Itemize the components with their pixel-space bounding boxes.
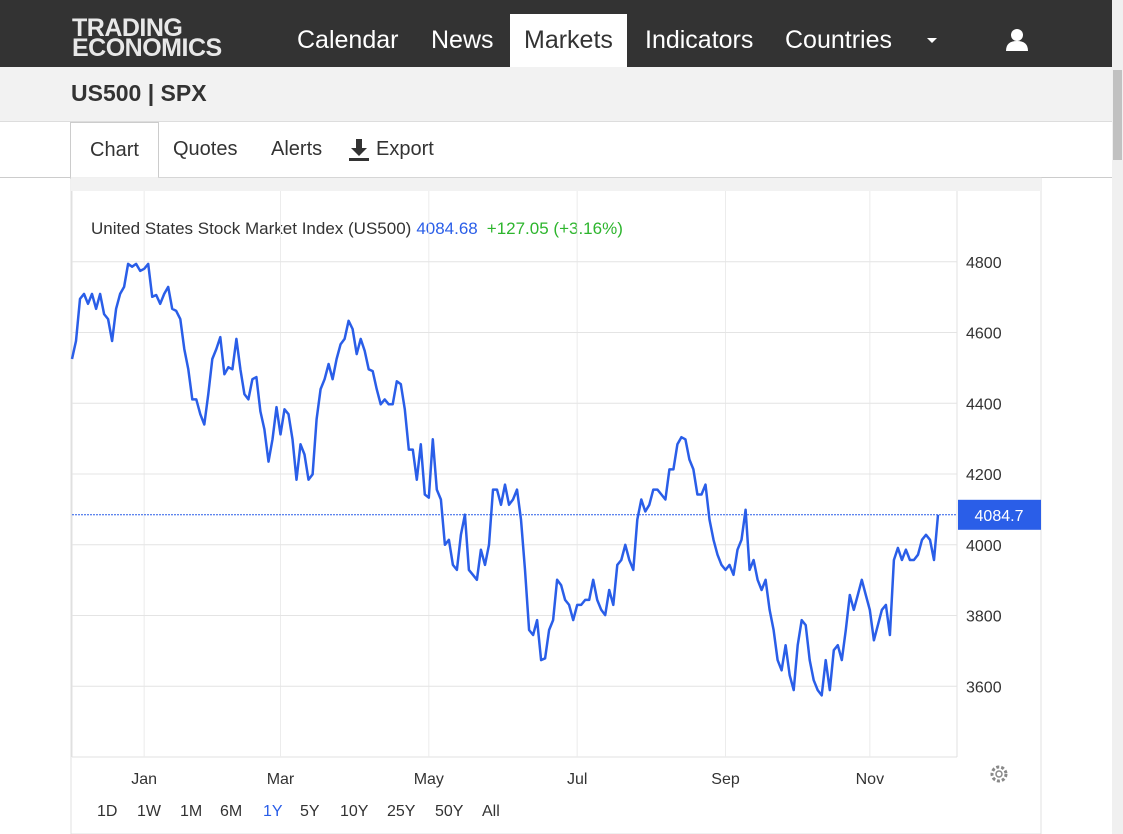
nav-item[interactable]: News bbox=[431, 26, 494, 54]
gear[interactable] bbox=[990, 765, 1008, 783]
legend-name: United States Stock Market Index (US500)… bbox=[91, 219, 623, 238]
y-tick-label: 4400 bbox=[966, 396, 1002, 413]
last-price-box bbox=[958, 499, 1041, 530]
x-tick-label: Jul bbox=[567, 771, 587, 788]
y-tick-label: 4200 bbox=[966, 467, 1002, 484]
logo-line[interactable]: TRADING bbox=[72, 14, 183, 42]
range-button[interactable]: 5Y bbox=[300, 803, 320, 820]
user-icon[interactable] bbox=[1004, 27, 1030, 53]
tab[interactable]: Quotes bbox=[173, 138, 238, 160]
x-tick-label: Sep bbox=[711, 771, 740, 788]
nav-item[interactable]: Countries bbox=[785, 26, 892, 54]
range-button[interactable]: All bbox=[482, 803, 500, 820]
range-button[interactable]: 1D bbox=[97, 803, 118, 820]
x-tick-label: May bbox=[414, 771, 444, 788]
range-button[interactable]: 6M bbox=[220, 803, 243, 820]
tab[interactable]: Alerts bbox=[271, 138, 323, 160]
y-tick-label: 4000 bbox=[966, 538, 1002, 555]
y-tick-label: 3600 bbox=[966, 679, 1002, 696]
range-button[interactable]: 25Y bbox=[387, 803, 416, 820]
dropdown-caret[interactable] bbox=[926, 36, 938, 44]
range-button[interactable]: 50Y bbox=[435, 803, 464, 820]
y-tick-label: 4800 bbox=[966, 255, 1002, 272]
range-button[interactable]: 1Y bbox=[263, 803, 283, 820]
x-tick-label: Nov bbox=[856, 771, 884, 788]
legend-change: +127.05 (+3.16%) bbox=[487, 219, 623, 238]
scrollbar-thumb[interactable] bbox=[1113, 70, 1122, 160]
scrollbar[interactable] bbox=[1112, 0, 1123, 834]
tab[interactable]: Chart bbox=[70, 122, 159, 179]
x-tick-label: Jan bbox=[131, 771, 157, 788]
x-tick-label: Mar bbox=[267, 771, 295, 788]
y-tick-label: 4600 bbox=[966, 326, 1002, 343]
tab[interactable]: Export bbox=[376, 138, 434, 160]
gear-hub[interactable] bbox=[995, 770, 1003, 778]
logo-line[interactable]: ECONOMICS bbox=[72, 34, 222, 62]
grid bbox=[72, 191, 957, 757]
range-button[interactable]: 1M bbox=[180, 803, 203, 820]
range-button[interactable]: 10Y bbox=[340, 803, 369, 820]
sub-header bbox=[0, 67, 1112, 122]
top-bar: TRADING ECONOMICS Calendar News Markets … bbox=[0, 0, 1112, 67]
legend: United States Stock Market Index (US500)… bbox=[91, 219, 623, 238]
nav-item[interactable]: Calendar bbox=[297, 26, 399, 54]
range-button[interactable]: 1W bbox=[137, 803, 161, 820]
nav-item[interactable]: Indicators bbox=[645, 26, 754, 54]
chart-top-band bbox=[71, 178, 1041, 191]
nav-item[interactable]: Markets bbox=[510, 14, 627, 67]
chart-frame bbox=[70, 177, 1042, 834]
settings-icon[interactable] bbox=[990, 765, 1008, 783]
price-line-series bbox=[70, 262, 940, 697]
legend-price: 4084.68 bbox=[416, 219, 477, 238]
last-price-label: 4084.7 bbox=[975, 508, 1024, 525]
legend-name: United States Stock Market Index (US500) bbox=[91, 219, 411, 238]
y-tick-label: 3800 bbox=[966, 609, 1002, 626]
export-icon[interactable] bbox=[349, 139, 369, 161]
symbol-title: US500 | SPX bbox=[71, 80, 207, 106]
